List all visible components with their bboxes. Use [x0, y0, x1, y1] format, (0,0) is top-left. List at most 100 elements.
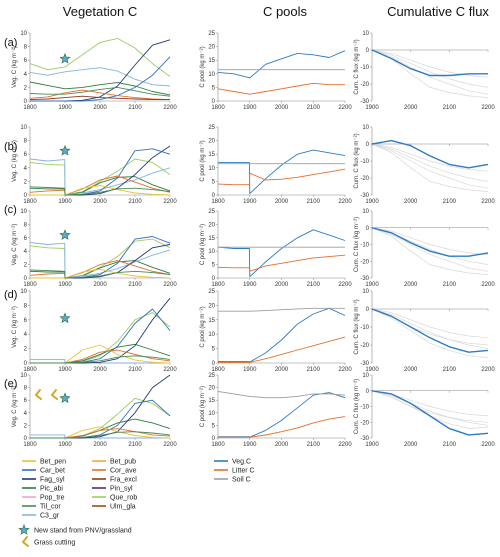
legend-item-grass-cutting: Grass cutting — [21, 536, 75, 547]
y-tick-label: 10 — [362, 125, 369, 131]
y-axis-label: Veg. C (kg m⁻²) — [12, 306, 18, 348]
x-tick-label: 2000 — [93, 199, 107, 205]
grass-cutting-icon — [21, 536, 29, 547]
legend-item-litter-c: Litter C — [214, 468, 255, 475]
x-tick-label: 2200 — [338, 105, 352, 111]
row-label-d: (d) — [4, 289, 17, 301]
new-stand-star-icon — [59, 229, 71, 240]
y-tick-label: 0 — [212, 361, 216, 367]
y-tick-label: 15 — [208, 398, 215, 404]
y-tick-label: 4 — [24, 411, 28, 417]
x-tick-label: 1900 — [243, 105, 257, 111]
panel--b-vegetation-c: 1800 1900 2000 2100 2200 0 2 4 6 8 10 Veg. C (kg m⁻… — [12, 125, 177, 205]
series-line-pic-abi — [29, 81, 171, 96]
series-line-veg-c — [218, 149, 346, 195]
x-tick-label: 2200 — [338, 367, 352, 373]
series-line-que-rob — [30, 312, 171, 364]
x-tick-label: 1800 — [23, 367, 37, 373]
new-stand-star-icon — [59, 312, 71, 324]
y-tick-label: 0 — [212, 193, 216, 199]
y-tick-label: 10 — [20, 373, 27, 379]
x-tick-label: 2100 — [443, 105, 457, 111]
x-tick-label: 2200 — [163, 282, 177, 288]
x-tick-label: 1800 — [211, 367, 225, 373]
x-tick-label: 1900 — [243, 199, 257, 205]
x-tick-label: 2000 — [93, 282, 107, 288]
y-axis-label: Veg. C (kg m⁻²) — [12, 140, 18, 182]
series-line-other-4 — [371, 49, 489, 78]
legend-label: Til_cor — [40, 504, 61, 511]
x-tick-label: 2100 — [307, 367, 321, 373]
x-tick-label: 1900 — [243, 282, 257, 288]
new-stand-star-icon — [18, 524, 30, 535]
y-tick-label: 10 — [362, 373, 369, 379]
y-tick-label: 5 — [212, 347, 216, 353]
x-tick-label: 1900 — [243, 367, 257, 373]
series-line-other-1 — [371, 227, 489, 272]
x-tick-label: 2200 — [338, 199, 352, 205]
legend-item-pop-tre: Pop_tre — [22, 495, 65, 502]
y-tick-label: 0 — [212, 276, 216, 282]
legend-label: Bet_pen — [40, 459, 66, 466]
legend-item-c3-gr: C3_gr — [22, 513, 60, 520]
x-tick-label: 1900 — [58, 282, 72, 288]
series-line-fra-excl — [29, 95, 170, 101]
x-tick-label: 2000 — [93, 367, 107, 373]
x-tick-label: 2000 — [275, 199, 289, 205]
series-line-bet-pen — [30, 185, 171, 196]
legend-item-bet-pub: Bet_pub — [92, 459, 136, 466]
column-title-pools: C pools — [263, 4, 308, 19]
series-line-litter-c — [217, 254, 346, 272]
y-axis-label: Veg. C (kg m⁻²) — [12, 386, 18, 428]
row-label-a: (a) — [4, 37, 17, 49]
grass-cutting-icon — [34, 389, 42, 400]
series-line-car-bet — [30, 56, 171, 102]
column-title-flux: Cumulative C flux — [387, 4, 489, 19]
x-tick-label: 2000 — [275, 442, 289, 448]
y-tick-label: 0 — [212, 436, 216, 442]
new-stand-star-icon — [59, 52, 71, 64]
series-line-other-1 — [371, 49, 489, 95]
x-tick-label: 2200 — [481, 282, 495, 288]
y-tick-label: 15 — [208, 318, 215, 324]
panel--a-c-pools: 1800 1900 2000 2100 2200 0 5 10 15 20 25 C pool (kg… — [200, 31, 352, 111]
legend-item-que-rob: Que_rob — [92, 495, 137, 502]
y-tick-label: 6 — [24, 398, 28, 404]
y-axis-label: C pool (kg m⁻²) — [200, 306, 206, 347]
x-tick-label: 2100 — [307, 199, 321, 205]
x-tick-label: 1900 — [365, 105, 379, 111]
y-tick-label: -20 — [360, 420, 369, 426]
x-tick-label: 1900 — [58, 199, 72, 205]
x-tick-label: 1900 — [58, 367, 72, 373]
legend-item-til-cor: Til_cor — [22, 504, 61, 511]
series-line-pic-abi — [29, 176, 171, 196]
series-line-other-3 — [371, 227, 489, 275]
x-tick-label: 2100 — [128, 367, 142, 373]
legend-label: Litter C — [232, 468, 255, 475]
panel--c-c-pools: 1800 1900 2000 2100 2200 0 5 10 15 20 25 C pool (kg… — [200, 209, 352, 288]
y-tick-label: 15 — [208, 236, 215, 242]
y-axis-label: Cum. C flux (kg m⁻²) — [354, 133, 360, 188]
series-line-other-3 — [371, 143, 489, 192]
y-tick-label: 20 — [208, 45, 215, 51]
legend-label: Grass cutting — [34, 540, 75, 547]
y-tick-label: 10 — [208, 249, 215, 255]
new-stand-star-icon — [59, 144, 71, 156]
series-line-litter-c — [217, 168, 346, 186]
x-tick-label: 1900 — [365, 282, 379, 288]
legend-label: Soil C — [232, 477, 251, 484]
legend-item-fra-excl: Fra_excl — [92, 477, 137, 484]
y-tick-label: 0 — [24, 99, 28, 105]
panel--c-vegetation-c: 1800 1900 2000 2100 2200 0 2 4 6 8 10 Veg. C (kg m⁻… — [12, 209, 177, 288]
x-tick-label: 2200 — [338, 442, 352, 448]
series-line-veg-c — [217, 50, 346, 79]
x-tick-label: 2200 — [163, 105, 177, 111]
y-tick-label: 10 — [20, 31, 27, 37]
series-line-veg-c — [218, 392, 346, 438]
column-title-vegetation: Vegetation C — [63, 4, 137, 19]
legend-label: Bet_pub — [110, 459, 136, 466]
series-line-pic-abi — [29, 260, 171, 279]
y-tick-label: 0 — [24, 193, 28, 199]
